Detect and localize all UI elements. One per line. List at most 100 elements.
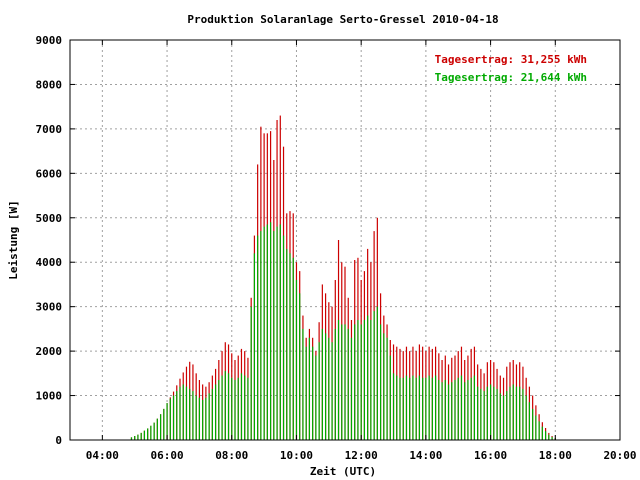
bar-series-2 <box>315 355 317 440</box>
x-tick-label: 10:00 <box>280 449 313 462</box>
bar-series-2 <box>324 333 327 440</box>
y-axis-label: Leistung [W] <box>7 200 20 279</box>
bar-series-2 <box>227 373 230 440</box>
bar-series-2 <box>389 355 391 440</box>
x-tick-label: 14:00 <box>409 449 442 462</box>
bar-series-2 <box>496 388 498 440</box>
bar-series-2 <box>473 375 476 440</box>
bar-series-2 <box>447 384 450 440</box>
bar-series-2 <box>237 377 239 440</box>
bar-series-2 <box>299 293 301 440</box>
y-tick-label: 3000 <box>36 301 63 314</box>
bar-series-2 <box>308 337 311 440</box>
x-tick-label: 06:00 <box>150 449 183 462</box>
bar-series-2 <box>519 386 521 440</box>
y-tick-label: 1000 <box>36 390 63 403</box>
bar-series-2 <box>205 397 207 440</box>
bar-series-2 <box>195 395 197 440</box>
bar-series-2 <box>428 375 430 440</box>
bar-series-2 <box>357 320 359 440</box>
bar-series-2 <box>350 337 353 440</box>
bar-series-2 <box>318 342 320 440</box>
bar-series-2 <box>460 375 463 440</box>
bar-series-2 <box>367 315 369 440</box>
bar-series-2 <box>266 224 268 440</box>
bar-series-2 <box>506 391 508 440</box>
bar-series-2 <box>334 328 336 440</box>
bar-series-2 <box>431 377 433 440</box>
bar-series-2 <box>208 393 210 440</box>
bar-series-2 <box>218 380 220 440</box>
bar-series-2 <box>166 403 168 440</box>
y-tick-label: 5000 <box>36 212 63 225</box>
bar-series-2 <box>221 375 223 440</box>
x-tick-label: 18:00 <box>539 449 572 462</box>
bar-series-2 <box>137 434 139 440</box>
bar-series-2 <box>321 328 323 440</box>
bar-series-2 <box>234 380 236 440</box>
bar-series-2 <box>182 384 184 440</box>
y-tick-label: 0 <box>55 434 62 447</box>
bar-series-2 <box>551 436 553 440</box>
plot-frame <box>69 39 621 441</box>
chart-title: Produktion Solaranlage Serto-Gressel 201… <box>187 13 498 26</box>
bar-series-2 <box>198 397 201 440</box>
bar-series-2 <box>247 377 249 440</box>
bar-series-2 <box>548 434 550 440</box>
x-axis: 04:00 06:00 08:00 10:00 12:00 14:00 16:00 18:00… <box>86 40 637 462</box>
bar-series-2 <box>379 324 382 440</box>
bar-series-2 <box>312 346 314 440</box>
bar-series-2 <box>214 384 217 440</box>
bar-series-2 <box>386 337 388 440</box>
y-tick-label: 4000 <box>36 256 63 269</box>
bar-series-2 <box>240 373 243 440</box>
legend-entry-2: Tagesertrag: 21,644 kWh <box>435 71 587 84</box>
series-bars-2 <box>130 222 556 440</box>
bar-series-2 <box>373 311 375 440</box>
bar-series-2 <box>515 386 518 440</box>
legend-entry-1: Tagesertrag: 31,255 kWh <box>435 53 587 66</box>
y-axis: 0 1000 2000 3000 4000 5000 6000 7000 8000 9000 <box>36 34 620 447</box>
bar-series-2 <box>399 377 401 440</box>
bar-series-2 <box>331 342 333 440</box>
bar-series-2 <box>130 437 133 440</box>
bar-series-2 <box>305 346 307 440</box>
bar-series-2 <box>525 395 527 440</box>
bar-series-2 <box>486 386 488 440</box>
bar-series-2 <box>422 377 424 440</box>
bar-series-2 <box>438 380 440 440</box>
bar-series-2 <box>354 324 356 440</box>
bar-series-2 <box>502 395 505 440</box>
bar-series-2 <box>295 280 298 440</box>
x-tick-label: 04:00 <box>86 449 119 462</box>
bar-series-2 <box>425 377 427 440</box>
bar-series-2 <box>163 408 165 440</box>
bar-series-2 <box>489 384 492 440</box>
bar-series-2 <box>302 328 304 440</box>
bar-series-2 <box>260 231 262 440</box>
x-tick-label: 08:00 <box>215 449 248 462</box>
bar-series-2 <box>396 375 398 440</box>
bar-series-2 <box>279 224 281 440</box>
bar-series-2 <box>532 408 534 440</box>
bar-series-2 <box>250 306 252 440</box>
bar-series-2 <box>418 375 421 440</box>
y-tick-label: 9000 <box>36 34 63 47</box>
bar-series-2 <box>370 320 372 440</box>
bar-series-2 <box>269 222 272 440</box>
bar-series-2 <box>464 382 466 440</box>
bar-series-2 <box>392 373 395 440</box>
bar-series-2 <box>538 421 540 440</box>
bar-series-2 <box>444 380 446 440</box>
bar-series-2 <box>224 371 226 440</box>
x-tick-label: 20:00 <box>603 449 636 462</box>
bar-series-2 <box>415 377 417 440</box>
bar-series-2 <box>292 257 294 440</box>
bar-series-2 <box>402 377 404 440</box>
bar-series-2 <box>544 431 547 440</box>
bar-series-2 <box>172 395 175 440</box>
bar-series-2 <box>483 391 485 440</box>
x-axis-label: Zeit (UTC) <box>310 465 376 478</box>
bar-series-2 <box>344 324 346 440</box>
x-tick-label: 16:00 <box>474 449 507 462</box>
